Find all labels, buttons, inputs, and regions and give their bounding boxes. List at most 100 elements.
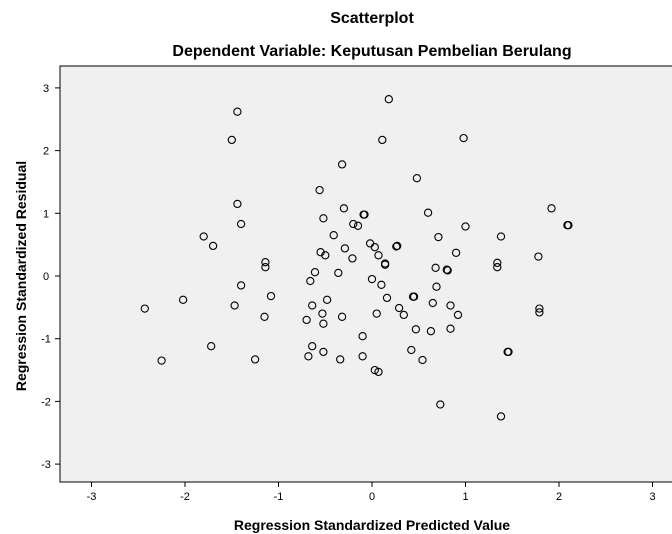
data-point: [199, 232, 208, 241]
data-point: [453, 310, 463, 320]
data-point: [380, 260, 390, 269]
x-tick-label: 2: [556, 491, 562, 503]
data-point: [393, 241, 402, 251]
data-point: [321, 251, 330, 260]
data-point: [306, 276, 315, 286]
data-point: [140, 304, 149, 313]
data-point: [358, 352, 367, 361]
data-point: [394, 303, 404, 313]
data-point: [535, 304, 544, 313]
data-point: [315, 185, 324, 195]
chart-subtitle: Dependent Variable: Keputusan Pembelian …: [172, 43, 572, 60]
data-point: [233, 199, 242, 209]
data-point: [374, 251, 383, 260]
data-point: [446, 301, 455, 310]
data-point: [426, 327, 436, 336]
data-point: [348, 254, 357, 263]
y-tick-label: 2: [43, 146, 49, 158]
data-point: [412, 174, 422, 183]
y-tick-label: -3: [41, 459, 51, 471]
data-point: [236, 219, 246, 229]
x-tick-label: -3: [87, 491, 97, 503]
data-point: [261, 258, 270, 267]
data-point: [337, 312, 347, 321]
data-point: [418, 355, 427, 365]
data-point: [446, 324, 455, 333]
data-point: [360, 210, 369, 219]
data-point: [266, 291, 276, 301]
data-point: [233, 107, 242, 116]
data-point: [564, 221, 573, 230]
axis-ticks: -3 -2 -1 0 1 2 3 -3 -2 -1 0 1 2 3: [41, 83, 655, 503]
data-point: [336, 355, 345, 364]
data-point: [382, 293, 392, 303]
data-point: [227, 135, 236, 145]
data-point: [308, 301, 317, 310]
data-point: [353, 221, 363, 230]
data-point: [432, 282, 441, 291]
data-point: [322, 295, 332, 304]
data-point: [372, 309, 381, 318]
data-point: [378, 135, 387, 145]
data-point: [367, 274, 377, 284]
data-point: [428, 298, 437, 308]
data-point: [358, 332, 367, 341]
data-point: [504, 347, 513, 357]
data-point: [547, 204, 556, 213]
data-point: [337, 160, 347, 169]
data-point: [349, 219, 358, 229]
data-point: [434, 232, 443, 242]
x-tick-label: 3: [649, 491, 655, 503]
y-axis-label: Regression Standardized Residual: [13, 160, 29, 392]
data-point: [250, 355, 260, 364]
plot-area: [59, 65, 672, 483]
y-tick-label: -1: [41, 334, 51, 346]
y-tick-label: 0: [43, 271, 49, 283]
chart-title: Scatterplot: [330, 10, 414, 27]
data-point: [461, 222, 470, 231]
data-point: [496, 412, 506, 421]
data-point: [308, 342, 317, 351]
y-tick-label: 3: [43, 83, 49, 95]
data-point: [442, 265, 451, 274]
y-tick-label: -2: [41, 396, 51, 408]
data-point: [443, 266, 452, 275]
data-point: [318, 309, 327, 318]
data-point: [534, 252, 543, 261]
data-point: [310, 268, 320, 277]
data-point: [236, 281, 246, 290]
data-point: [157, 356, 166, 365]
data-point: [302, 315, 311, 325]
data-point: [329, 231, 338, 240]
data-point: [178, 295, 188, 304]
data-point: [374, 367, 383, 377]
data-point: [496, 232, 506, 241]
data-point: [340, 244, 350, 253]
data-point: [459, 133, 468, 143]
data-point: [493, 263, 502, 272]
data-point: [409, 292, 419, 301]
x-tick-label: -1: [274, 491, 284, 503]
data-point: [411, 325, 421, 334]
data-point: [319, 214, 328, 223]
data-point: [535, 308, 544, 317]
data-point: [339, 204, 349, 213]
data-point: [207, 342, 216, 351]
data-point: [230, 301, 239, 310]
data-point: [208, 241, 218, 251]
data-point: [377, 280, 386, 289]
data-point: [436, 400, 445, 409]
data-points: [140, 95, 573, 421]
y-tick-label: 1: [43, 208, 49, 220]
data-point: [451, 248, 461, 257]
data-point: [493, 258, 502, 267]
data-point: [423, 208, 433, 217]
data-point: [399, 310, 408, 320]
data-point: [319, 319, 328, 328]
x-tick-label: -2: [180, 491, 190, 503]
data-point: [304, 352, 313, 361]
data-point: [370, 243, 379, 252]
data-point: [431, 263, 440, 272]
data-point: [261, 263, 270, 272]
